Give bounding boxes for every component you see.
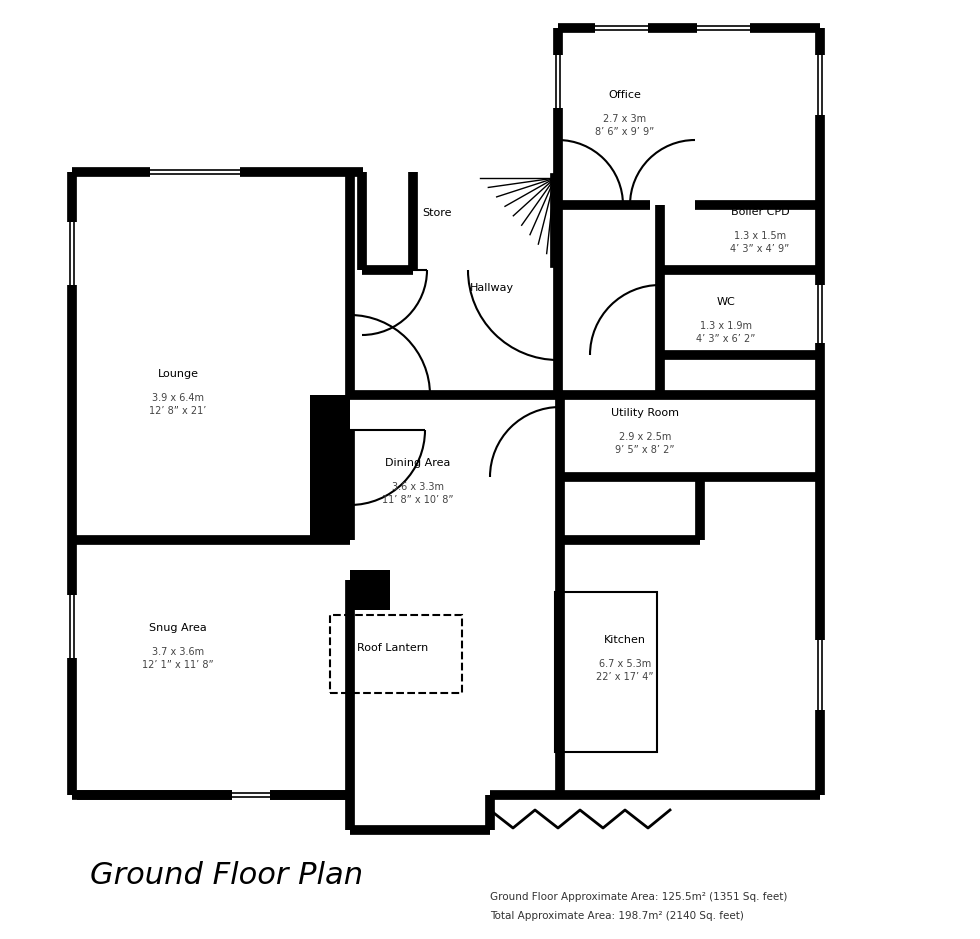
Polygon shape <box>814 55 826 115</box>
Text: Utility Room: Utility Room <box>611 408 679 418</box>
Polygon shape <box>595 22 648 34</box>
Polygon shape <box>232 789 270 801</box>
Text: Roof Lantern: Roof Lantern <box>358 643 428 653</box>
Text: Office: Office <box>609 90 642 100</box>
Text: Store: Store <box>422 208 452 218</box>
Text: 1.3 x 1.9m
4’ 3” x 6’ 2”: 1.3 x 1.9m 4’ 3” x 6’ 2” <box>697 321 756 345</box>
Polygon shape <box>66 222 78 285</box>
Text: Hallway: Hallway <box>470 283 514 293</box>
Text: Snug Area: Snug Area <box>149 623 207 633</box>
Text: 3.6 x 3.3m
11’ 8” x 10’ 8”: 3.6 x 3.3m 11’ 8” x 10’ 8” <box>382 482 454 505</box>
Text: Boiler CPD: Boiler CPD <box>731 207 789 217</box>
Text: 1.3 x 1.5m
4’ 3” x 4’ 9”: 1.3 x 1.5m 4’ 3” x 4’ 9” <box>730 231 790 254</box>
Polygon shape <box>697 22 750 34</box>
Text: 3.9 x 6.4m
12’ 8” x 21’: 3.9 x 6.4m 12’ 8” x 21’ <box>149 393 207 416</box>
Text: 3.7 x 3.6m
12’ 1” x 11’ 8”: 3.7 x 3.6m 12’ 1” x 11’ 8” <box>142 647 214 670</box>
Text: Lounge: Lounge <box>158 369 199 379</box>
Polygon shape <box>66 595 78 658</box>
Polygon shape <box>150 166 240 178</box>
Text: Kitchen: Kitchen <box>604 635 646 645</box>
Text: Ground Floor Plan: Ground Floor Plan <box>90 860 364 889</box>
Text: WC: WC <box>716 297 735 307</box>
Polygon shape <box>350 570 390 610</box>
Polygon shape <box>814 285 826 343</box>
Text: Dining Area: Dining Area <box>385 458 451 468</box>
Polygon shape <box>552 55 564 108</box>
Text: Total Approximate Area: 198.7m² (2140 Sq. feet): Total Approximate Area: 198.7m² (2140 Sq… <box>490 911 744 921</box>
Text: 6.7 x 5.3m
22’ x 17’ 4”: 6.7 x 5.3m 22’ x 17’ 4” <box>596 659 654 683</box>
Polygon shape <box>310 395 350 540</box>
Text: Ground Floor Approximate Area: 125.5m² (1351 Sq. feet): Ground Floor Approximate Area: 125.5m² (… <box>490 892 787 902</box>
Text: 2.9 x 2.5m
9’ 5” x 8’ 2”: 2.9 x 2.5m 9’ 5” x 8’ 2” <box>615 432 675 455</box>
Text: 2.7 x 3m
8’ 6” x 9’ 9”: 2.7 x 3m 8’ 6” x 9’ 9” <box>596 114 655 137</box>
Polygon shape <box>814 640 826 710</box>
